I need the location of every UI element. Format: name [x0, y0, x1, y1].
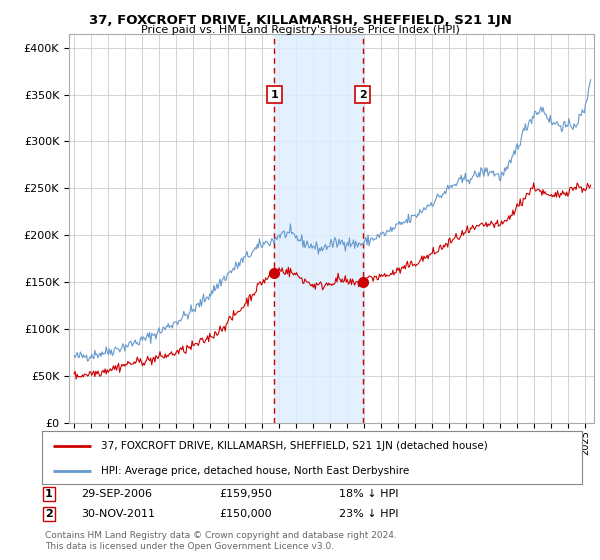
- Text: 18% ↓ HPI: 18% ↓ HPI: [339, 489, 398, 499]
- Text: Price paid vs. HM Land Registry's House Price Index (HPI): Price paid vs. HM Land Registry's House …: [140, 25, 460, 35]
- Text: 2: 2: [359, 90, 367, 100]
- Text: 1: 1: [271, 90, 278, 100]
- Text: HPI: Average price, detached house, North East Derbyshire: HPI: Average price, detached house, Nort…: [101, 465, 410, 475]
- Text: This data is licensed under the Open Government Licence v3.0.: This data is licensed under the Open Gov…: [45, 542, 334, 551]
- Text: £159,950: £159,950: [219, 489, 272, 499]
- Text: 29-SEP-2006: 29-SEP-2006: [81, 489, 152, 499]
- Text: 37, FOXCROFT DRIVE, KILLAMARSH, SHEFFIELD, S21 1JN (detached house): 37, FOXCROFT DRIVE, KILLAMARSH, SHEFFIEL…: [101, 441, 488, 451]
- Text: 2: 2: [45, 509, 53, 519]
- Text: 1: 1: [45, 489, 53, 499]
- Bar: [274, 34, 362, 423]
- Text: 30-NOV-2011: 30-NOV-2011: [81, 509, 155, 519]
- Text: £150,000: £150,000: [219, 509, 272, 519]
- Text: Contains HM Land Registry data © Crown copyright and database right 2024.: Contains HM Land Registry data © Crown c…: [45, 531, 397, 540]
- Text: 37, FOXCROFT DRIVE, KILLAMARSH, SHEFFIELD, S21 1JN: 37, FOXCROFT DRIVE, KILLAMARSH, SHEFFIEL…: [89, 14, 511, 27]
- Text: 23% ↓ HPI: 23% ↓ HPI: [339, 509, 398, 519]
